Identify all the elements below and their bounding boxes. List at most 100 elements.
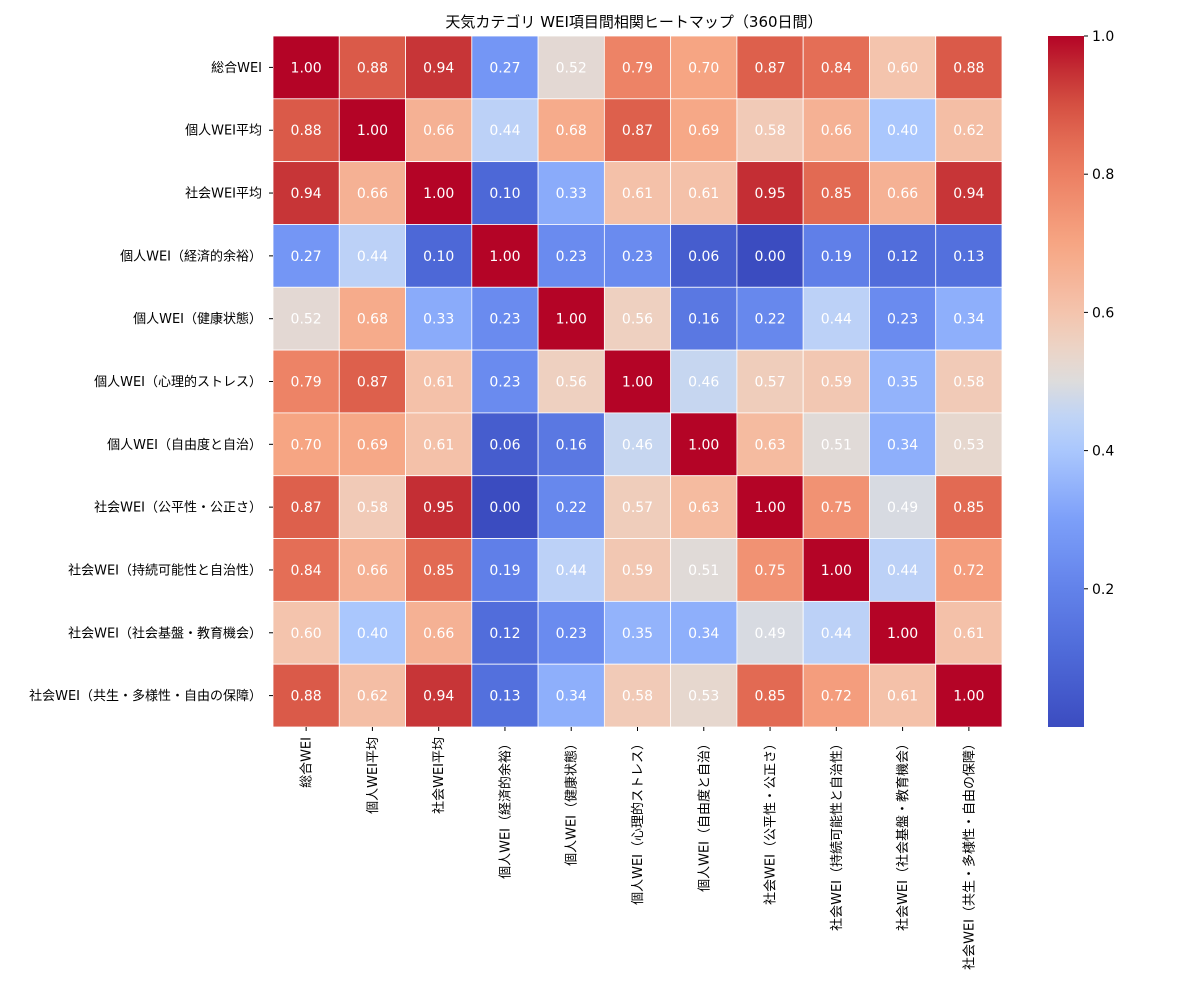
- heatmap-cell: [869, 663, 937, 728]
- heatmap-cell: [670, 161, 738, 225]
- cell-value-label: 0.87: [622, 123, 653, 139]
- heatmap-cell: [603, 600, 672, 665]
- heatmap-cell: [736, 663, 804, 728]
- heatmap-cell: [670, 412, 738, 477]
- cell-value-label: 0.61: [622, 186, 653, 202]
- cell-value-label: 0.57: [754, 375, 785, 391]
- heatmap-cell: [736, 475, 804, 539]
- cell-value-label: 0.34: [688, 626, 719, 642]
- x-axis-label: 社会WEI平均: [431, 737, 447, 814]
- heatmap-cell: [603, 349, 672, 414]
- heatmap-cell: [935, 224, 1003, 288]
- heatmap-cell: [736, 538, 804, 602]
- cell-value-label: 0.46: [622, 437, 653, 453]
- cell-value-label: 0.84: [821, 60, 852, 76]
- heatmap-cell: [869, 475, 937, 539]
- heatmap-cell: [405, 98, 473, 163]
- cell-value-label: 0.66: [821, 123, 852, 139]
- heatmap-cell: [537, 475, 605, 539]
- heatmap-cell: [802, 161, 870, 225]
- heatmap-cell: [338, 286, 406, 351]
- heatmap-cell: [603, 35, 672, 100]
- cell-value-label: 0.66: [423, 626, 454, 642]
- cell-value-label: 0.62: [953, 123, 984, 139]
- cell-value-label: 1.00: [423, 186, 454, 202]
- cell-value-label: 0.58: [357, 500, 388, 516]
- cell-value-label: 1.00: [887, 626, 918, 642]
- cell-value-label: 0.34: [887, 437, 918, 453]
- cell-value-label: 0.27: [489, 60, 520, 76]
- y-axis-label: 社会WEI（公平性・公正さ）: [94, 500, 262, 516]
- heatmap-cell: [471, 475, 539, 539]
- heatmap-cell: [537, 286, 605, 351]
- heatmap-cell: [935, 412, 1003, 477]
- heatmap-cell: [603, 161, 672, 225]
- cell-value-label: 0.61: [953, 626, 984, 642]
- heatmap-cell: [338, 224, 406, 288]
- cell-value-label: 0.87: [754, 60, 785, 76]
- heatmap-cell: [603, 538, 672, 602]
- cell-value-label: 0.72: [953, 563, 984, 579]
- cell-value-label: 0.61: [688, 186, 719, 202]
- cell-value-label: 0.23: [489, 375, 520, 391]
- cell-value-label: 0.68: [357, 312, 388, 328]
- heatmap-cell: [670, 475, 738, 539]
- cell-value-label: 0.85: [754, 689, 785, 705]
- heatmap-cell: [405, 224, 473, 288]
- heatmap-cell: [471, 35, 539, 100]
- cell-value-label: 0.58: [622, 689, 653, 705]
- cell-value-label: 0.13: [489, 689, 520, 705]
- y-axis-label: 社会WEI平均: [185, 186, 262, 202]
- cell-value-label: 0.95: [754, 186, 785, 202]
- heatmap-cell: [471, 349, 539, 414]
- cell-value-label: 0.12: [887, 249, 918, 265]
- cell-value-label: 0.88: [953, 60, 984, 76]
- cell-value-label: 0.59: [821, 375, 852, 391]
- cell-value-label: 0.72: [821, 689, 852, 705]
- cell-value-label: 0.88: [291, 123, 322, 139]
- cell-value-label: 0.00: [489, 500, 520, 516]
- heatmap-cell: [603, 98, 672, 163]
- cell-value-label: 0.19: [821, 249, 852, 265]
- heatmap-cell: [670, 286, 738, 351]
- heatmap-cell: [935, 538, 1003, 602]
- heatmap-cell: [272, 349, 340, 414]
- cell-value-label: 0.35: [887, 375, 918, 391]
- heatmap-cell: [869, 35, 937, 100]
- cell-value-label: 0.69: [688, 123, 719, 139]
- x-axis-label: 社会WEI（公平性・公正さ）: [763, 737, 779, 905]
- heatmap-cell: [869, 412, 937, 477]
- heatmap-cell: [603, 412, 672, 477]
- colorbar-gradient: [1048, 36, 1084, 727]
- heatmap-cell: [338, 663, 406, 728]
- cell-value-label: 0.75: [754, 563, 785, 579]
- cell-value-label: 0.94: [953, 186, 984, 202]
- heatmap-cell: [272, 35, 340, 100]
- x-axis-label: 個人WEI（自由度と自治）: [696, 737, 712, 892]
- heatmap-cell: [471, 600, 539, 665]
- heatmap-cell: [935, 349, 1003, 414]
- cell-value-label: 0.40: [357, 626, 388, 642]
- cell-value-label: 0.61: [423, 375, 454, 391]
- y-axis-label: 社会WEI（社会基盤・教育機会）: [68, 625, 262, 641]
- cell-value-label: 0.66: [423, 123, 454, 139]
- heatmap-cell: [272, 98, 340, 163]
- cell-value-label: 0.16: [556, 437, 587, 453]
- cell-value-label: 0.56: [622, 312, 653, 328]
- x-axis-label: 社会WEI（共生・多様性・自由の保障）: [961, 737, 977, 970]
- cell-value-label: 0.44: [489, 123, 520, 139]
- cell-value-label: 0.63: [688, 500, 719, 516]
- heatmap-cell: [935, 286, 1003, 351]
- heatmap-cell: [869, 538, 937, 602]
- cell-value-label: 0.46: [688, 375, 719, 391]
- heatmap-cell: [670, 224, 738, 288]
- cell-value-label: 0.33: [423, 312, 454, 328]
- cell-value-label: 0.75: [821, 500, 852, 516]
- x-axis-label: 個人WEI（心理的ストレス）: [630, 737, 646, 905]
- heatmap-cell: [471, 412, 539, 477]
- x-axis-label: 個人WEI平均: [366, 737, 381, 814]
- colorbar-tick-label: 0.6: [1092, 305, 1114, 321]
- cell-value-label: 0.51: [821, 437, 852, 453]
